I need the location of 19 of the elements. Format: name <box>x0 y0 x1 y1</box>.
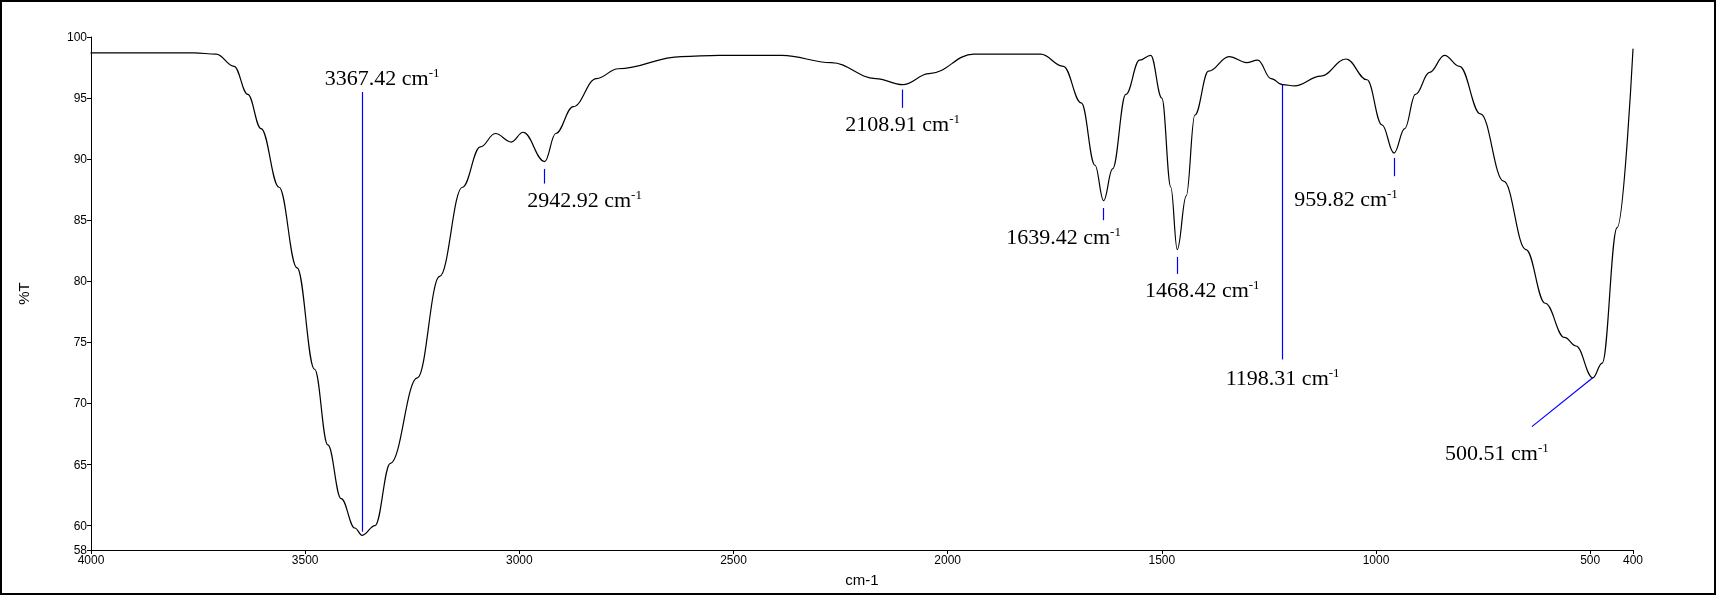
y-tick-label: 60 <box>73 518 88 533</box>
x-tick-label: 3500 <box>291 553 319 567</box>
y-tick-label: 70 <box>73 396 88 411</box>
y-tick-label: 90 <box>73 152 88 167</box>
x-tick-label: 400 <box>1622 553 1644 567</box>
x-axis-title: cm-1 <box>845 571 879 588</box>
y-tick-label: 65 <box>73 457 88 472</box>
y-tick-label: 95 <box>73 91 88 106</box>
y-tick-label: 80 <box>73 274 88 289</box>
x-tick-label: 500 <box>1580 553 1601 567</box>
x-tick-label: 3000 <box>505 553 533 567</box>
y-tick-label: 75 <box>73 335 88 350</box>
x-tick-label: 2500 <box>720 553 748 567</box>
x-tick-label: 1000 <box>1362 553 1390 567</box>
y-tick-label: 85 <box>73 213 88 228</box>
y-axis-title: %T <box>15 282 32 305</box>
y-tick-label: 100 <box>66 30 88 44</box>
x-tick-label: 2000 <box>934 553 962 567</box>
x-tick-label: 1500 <box>1148 553 1176 567</box>
